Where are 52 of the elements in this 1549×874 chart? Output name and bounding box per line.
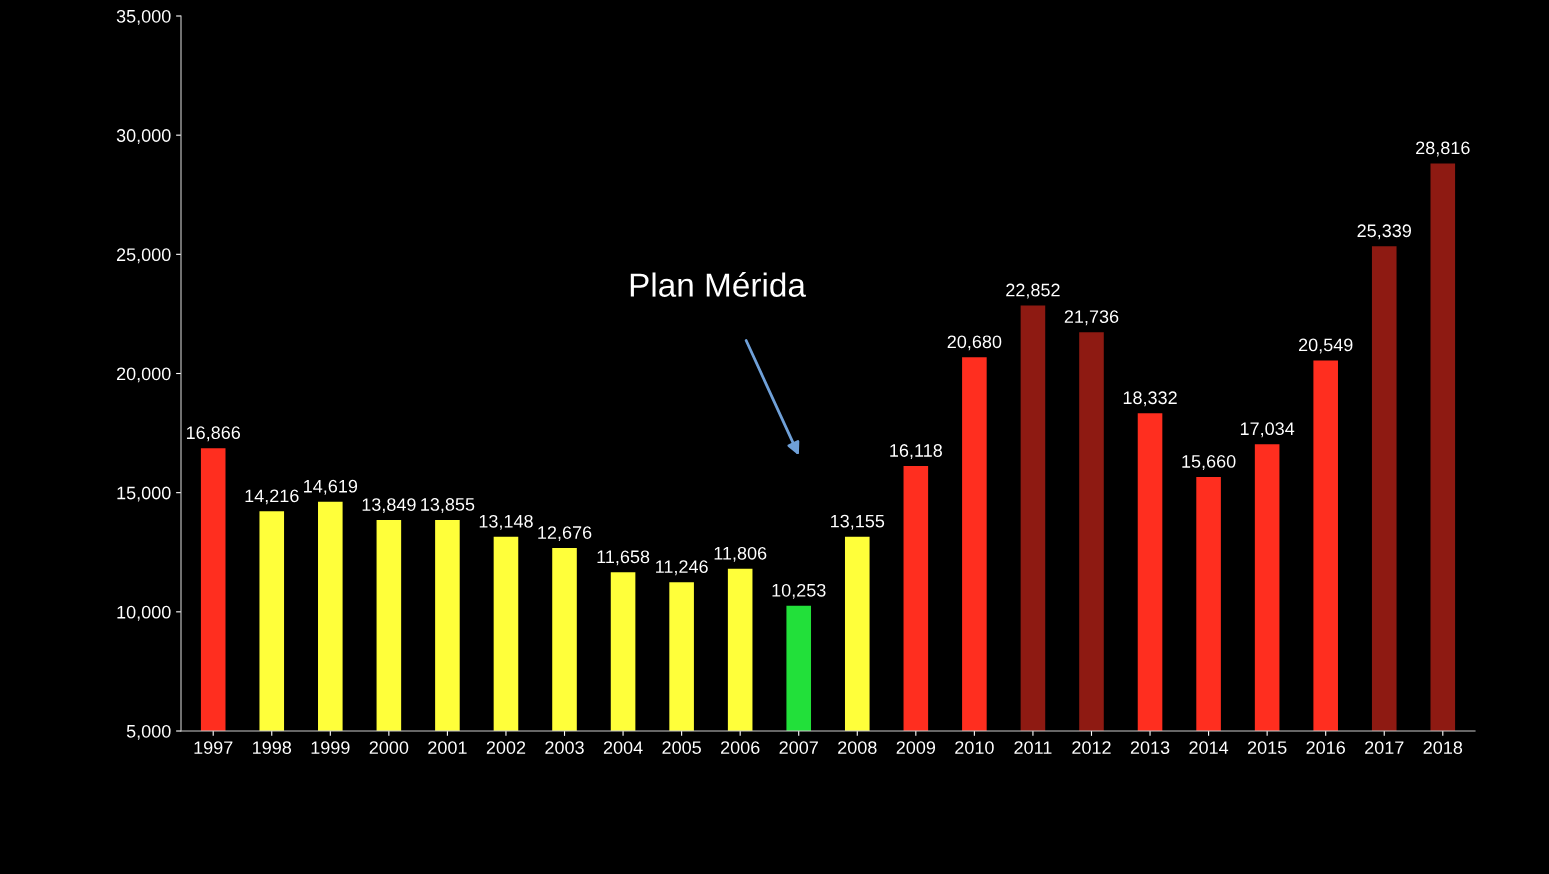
x-tick-label: 2009	[896, 741, 936, 754]
x-tick-label: 2016	[1306, 741, 1345, 754]
x-tick-label: 2017	[1365, 741, 1404, 754]
x-tick-label: 2018	[1423, 741, 1463, 754]
y-tick-label: 30,000	[116, 129, 171, 145]
data-label: 15,660	[1182, 455, 1236, 470]
x-tick-label: 1999	[311, 741, 350, 754]
y-tick-label: 20,000	[116, 367, 171, 383]
y-tick-label: 15,000	[117, 486, 171, 502]
x-tick-label: 2000	[369, 741, 409, 754]
y-tick-label: 25,000	[116, 248, 171, 264]
data-label: 16,866	[186, 426, 241, 442]
x-tick-label: 2004	[603, 741, 643, 754]
x-tick-label: 2014	[1189, 741, 1229, 754]
y-tick-label: 5,000	[126, 724, 171, 740]
data-label: 10,253	[772, 583, 826, 599]
x-tick-label: 2001	[428, 741, 467, 754]
x-tick-label: 2015	[1247, 741, 1287, 754]
data-label: 13,855	[421, 498, 475, 513]
x-tick-label: 2010	[955, 741, 994, 754]
x-tick-label: 2008	[838, 741, 877, 754]
data-label: 13,155	[831, 514, 885, 530]
data-label: 14,216	[245, 489, 299, 505]
data-label: 22,852	[1006, 283, 1060, 299]
data-label: 16,118	[890, 444, 942, 460]
x-tick-label: 2003	[545, 741, 584, 754]
data-label: 21,736	[1064, 310, 1119, 326]
x-tick-label: 2012	[1072, 741, 1111, 754]
data-label: 13,849	[362, 498, 416, 514]
x-tick-label: 2013	[1130, 741, 1170, 754]
data-label: 11,658	[597, 550, 650, 566]
data-label: 12,676	[538, 526, 592, 542]
data-label: 28,816	[1416, 141, 1470, 157]
data-label: 11,246	[656, 560, 708, 576]
x-tick-label: 2005	[662, 741, 701, 754]
data-label: 11,806	[714, 546, 767, 562]
data-label: 20,680	[947, 335, 1002, 351]
data-label: 20,549	[1298, 338, 1353, 354]
y-tick-label: 10,000	[117, 605, 171, 621]
y-tick-label: 35,000	[116, 9, 171, 25]
data-label: 25,339	[1357, 224, 1411, 240]
x-tick-label: 2011	[1014, 741, 1052, 754]
x-tick-label: 2002	[486, 741, 526, 754]
annotation: Plan Mérida	[630, 272, 806, 297]
data-label: 18,332	[1123, 391, 1177, 407]
data-label: 17,034	[1240, 422, 1295, 438]
x-tick-label: 2006	[721, 741, 760, 754]
data-label: 13,148	[479, 514, 533, 530]
x-tick-label: 2007	[779, 741, 818, 754]
x-tick-label: 1997	[194, 741, 233, 754]
x-tick-label: 1998	[253, 741, 292, 754]
data-label: 14,619	[304, 479, 358, 495]
